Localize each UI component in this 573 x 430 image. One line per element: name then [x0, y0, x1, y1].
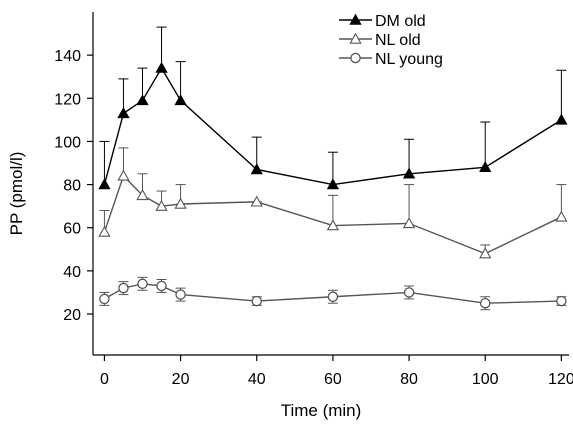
- data-point: [136, 189, 149, 201]
- data-point: [118, 282, 129, 294]
- data-point: [99, 293, 110, 305]
- x-tick-label: 40: [248, 371, 266, 388]
- legend-marker: [350, 52, 361, 64]
- x-tick-label: 80: [400, 371, 418, 388]
- y-tick-label: 40: [63, 264, 81, 281]
- y-tick-label: 120: [54, 91, 81, 108]
- x-tick-label: 100: [472, 371, 499, 388]
- y-axis-title: PP (pmol/l): [7, 152, 26, 236]
- data-point: [479, 160, 492, 173]
- data-point: [251, 295, 262, 307]
- y-tick-label: 60: [63, 221, 81, 238]
- series-line: [103, 174, 562, 255]
- data-point: [556, 295, 567, 307]
- y-tick-label: 20: [63, 307, 81, 324]
- data-point: [137, 278, 148, 290]
- x-tick-label: 120: [548, 371, 573, 388]
- data-point: [175, 289, 186, 300]
- data-point: [98, 225, 111, 237]
- data-point: [174, 197, 187, 209]
- legend-marker: [349, 32, 362, 44]
- y-tick-label: 140: [54, 48, 81, 65]
- x-axis-title: Time (min): [281, 401, 362, 420]
- data-point: [555, 113, 568, 125]
- data-point: [250, 195, 263, 207]
- series-line: [103, 66, 562, 186]
- y-tick-label: 100: [54, 134, 81, 151]
- data-point: [117, 107, 130, 119]
- data-point: [479, 247, 492, 259]
- data-point: [174, 94, 187, 106]
- data-point: [117, 169, 130, 181]
- legend-label: DM old: [375, 13, 426, 30]
- data-point: [479, 297, 491, 309]
- legend-label: NL young: [375, 51, 443, 68]
- data-point: [155, 61, 168, 73]
- x-tick-label: 60: [324, 371, 342, 388]
- data-point: [327, 291, 339, 303]
- x-tick-label: 20: [172, 371, 190, 388]
- data-point: [326, 219, 340, 231]
- data-point: [250, 163, 263, 175]
- x-tick-label: 0: [100, 371, 109, 388]
- data-point: [136, 94, 149, 106]
- data-point: [555, 210, 568, 222]
- data-point: [98, 178, 111, 190]
- data-point: [155, 199, 168, 211]
- legend-marker: [349, 13, 362, 25]
- data-point: [156, 280, 167, 292]
- legend-label: NL old: [375, 32, 421, 49]
- data-point: [403, 287, 415, 298]
- data-point: [326, 178, 340, 190]
- series-line: [104, 283, 562, 304]
- data-point: [402, 217, 416, 229]
- y-tick-label: 80: [63, 178, 81, 195]
- data-point: [402, 167, 416, 179]
